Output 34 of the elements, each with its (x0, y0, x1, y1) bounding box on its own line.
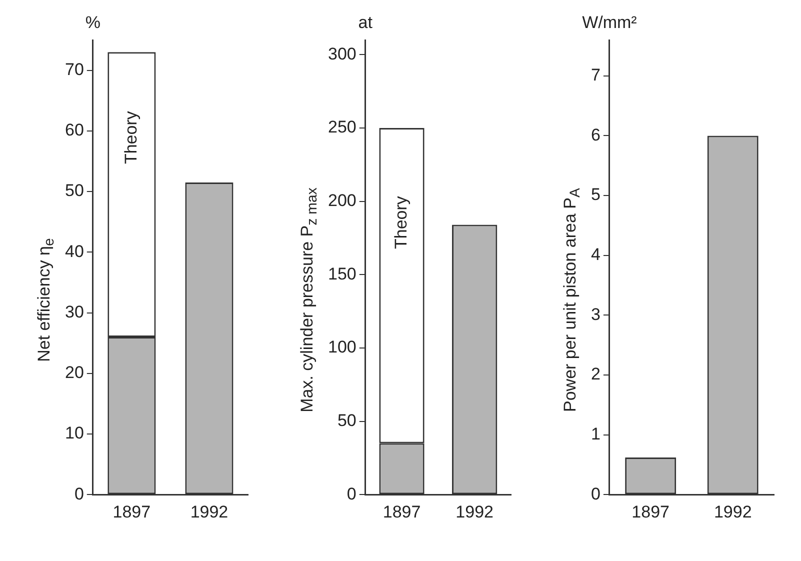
y-tick-label: 0 (590, 484, 600, 504)
x-tick-label: 1992 (190, 502, 228, 522)
y-tick-label: 60 (64, 120, 84, 140)
y-tick-label: 7 (590, 66, 600, 85)
y-tick-label: 100 (328, 338, 356, 357)
y-tick-label: 40 (64, 242, 84, 261)
y-tick-label: 250 (328, 118, 356, 137)
y-tick-label: 50 (64, 181, 84, 200)
y-tick-label: 150 (328, 264, 356, 284)
y-tick-label: 3 (590, 304, 600, 324)
x-tick-label: 1992 (456, 502, 494, 522)
y-tick-label: 4 (590, 245, 600, 264)
y-tick-label: 20 (64, 363, 84, 382)
x-tick-label: 1897 (112, 502, 151, 522)
text: % (85, 13, 100, 32)
y-tick-label: 0 (74, 484, 84, 504)
x-tick-label: 1897 (632, 502, 670, 522)
x-tick-label: 1992 (714, 502, 752, 522)
y-tick-label: 70 (64, 60, 84, 79)
text: W/mm² (582, 13, 638, 32)
y-tick-label: 30 (64, 302, 84, 322)
y-tick-label: 300 (328, 44, 356, 64)
y-tick-label: 10 (64, 424, 84, 443)
y-tick-label: 50 (337, 410, 356, 430)
text: at (358, 13, 373, 32)
x-tick-label: 1897 (382, 502, 421, 522)
y-tick-label: 6 (590, 125, 600, 144)
y-tick-label: 0 (346, 484, 356, 504)
y-tick-label: 2 (590, 364, 600, 384)
y-tick-label: 5 (590, 185, 600, 204)
series-label: Theory (391, 196, 410, 250)
y-tick-label: 1 (590, 424, 600, 444)
y-tick-label: 200 (328, 190, 356, 210)
series-label: Theory (121, 110, 140, 164)
